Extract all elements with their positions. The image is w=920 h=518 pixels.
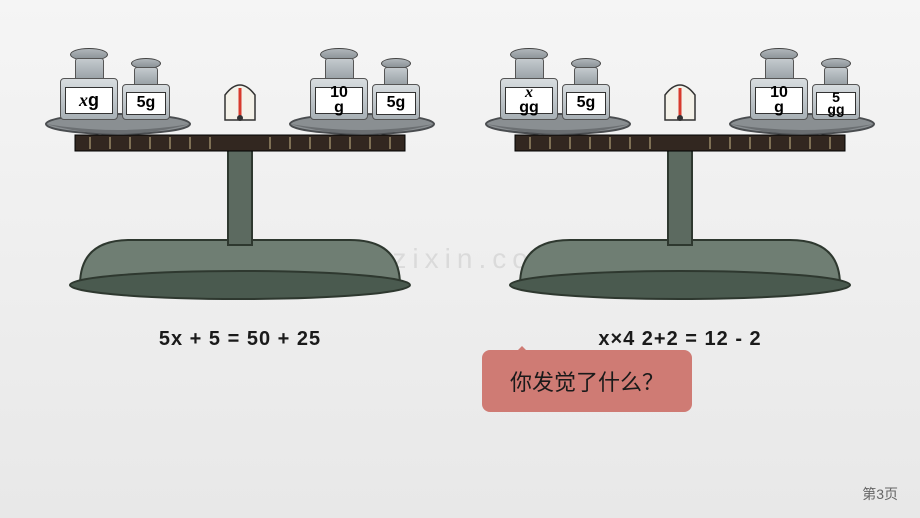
weight-label: xgg [505,87,554,114]
weight-bottle: 10g [750,48,808,120]
weight-bottle: 10g [310,48,368,120]
left-pan-weights: xgg 5g [500,48,610,120]
weight-bottle: xgg [500,48,558,120]
callout-text: 你发觉了什么？ [510,365,664,397]
equation-right: x×4 2+2 = 12 - 2 [598,328,761,351]
scales-row: xg5g 10g5g 5x + 5 = 50 + 25 xgg5g 10g5gg… [0,0,920,320]
weight-bottle: 5gg [812,58,860,120]
equation-left: 5x + 5 = 50 + 25 [159,328,321,351]
scale-right: xgg5g 10g5gg x×4 2+2 = 12 - 2 [470,40,890,320]
weight-label: 5gg [816,92,856,116]
weight-label: 5g [566,92,606,116]
scale-left: xg5g 10g5g 5x + 5 = 50 + 25 [30,40,450,320]
weight-bottle: 5g [562,58,610,120]
page-number: 第3页 [862,484,898,504]
weight-label: 5g [126,92,166,116]
left-pan-weights: xg 5g [60,48,170,120]
weight-label: 10g [315,87,364,114]
weight-bottle: 5g [372,58,420,120]
weight-bottle: xg [60,48,118,120]
weight-bottle: 5g [122,58,170,120]
callout-bubble: 你发觉了什么？ [482,350,692,412]
weight-label: 10g [755,87,804,114]
weight-label: xg [65,87,114,114]
right-pan-weights: 10g 5gg [750,48,860,120]
right-pan-weights: 10g 5g [310,48,420,120]
weight-label: 5g [376,92,416,116]
